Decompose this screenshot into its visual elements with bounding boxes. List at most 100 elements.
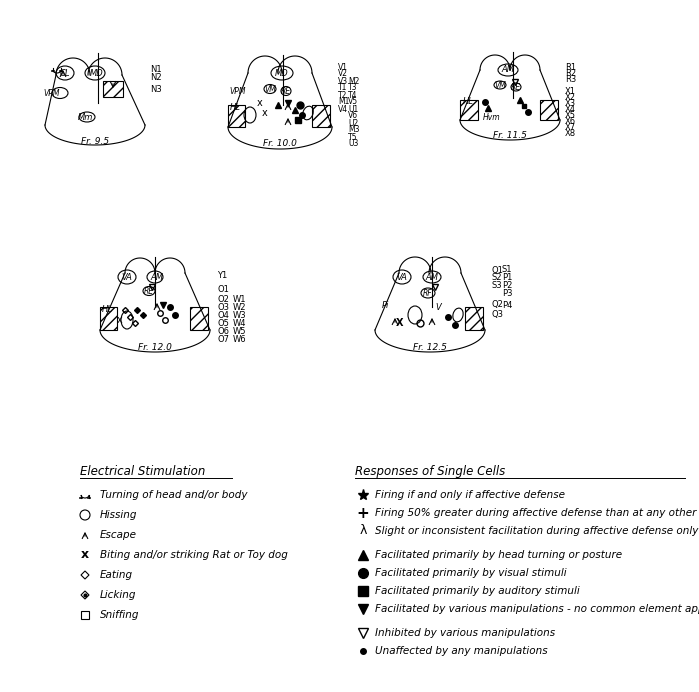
Text: Fr. 12.0: Fr. 12.0	[138, 343, 172, 352]
Text: x: x	[81, 549, 89, 561]
Text: T5: T5	[348, 132, 357, 141]
Text: X: X	[396, 318, 404, 328]
Text: M1: M1	[338, 98, 350, 107]
Text: RE: RE	[281, 86, 291, 95]
Text: VA: VA	[396, 273, 408, 282]
Text: V: V	[435, 302, 441, 311]
Text: x: x	[262, 108, 268, 118]
Text: M2: M2	[348, 77, 359, 86]
Text: V2: V2	[338, 69, 348, 78]
Text: RE: RE	[511, 82, 521, 91]
Text: S1: S1	[502, 266, 512, 275]
Text: Unaffected by any manipulations: Unaffected by any manipulations	[375, 646, 547, 656]
Text: Facilitated primarily by head turning or posture: Facilitated primarily by head turning or…	[375, 550, 622, 560]
Text: W3: W3	[233, 311, 247, 320]
Text: MD: MD	[90, 69, 104, 78]
Polygon shape	[103, 81, 123, 97]
Text: V6: V6	[348, 111, 358, 120]
Text: Q1: Q1	[492, 266, 504, 275]
Text: T2: T2	[338, 91, 347, 100]
Text: X7: X7	[565, 123, 576, 132]
Text: Fr. 10.0: Fr. 10.0	[263, 138, 297, 147]
Text: W5: W5	[233, 327, 247, 336]
Text: O2: O2	[217, 295, 229, 304]
Text: O6: O6	[217, 327, 229, 336]
Text: Hvm: Hvm	[483, 113, 500, 122]
Text: X3: X3	[565, 100, 576, 109]
Text: VPM: VPM	[44, 89, 60, 98]
Text: VA: VA	[122, 273, 132, 282]
Text: X1: X1	[565, 87, 576, 96]
Text: V3: V3	[338, 77, 348, 86]
Bar	[81, 611, 89, 619]
Text: R1: R1	[565, 64, 576, 73]
Text: AM: AM	[150, 273, 164, 282]
Text: X4: X4	[565, 105, 576, 114]
Text: O4: O4	[217, 311, 229, 320]
Polygon shape	[460, 100, 478, 120]
Text: W2: W2	[233, 304, 247, 313]
Text: VM: VM	[494, 80, 506, 89]
Text: Inhibited by various manipulations: Inhibited by various manipulations	[375, 628, 555, 638]
Text: AM: AM	[426, 273, 438, 282]
Polygon shape	[312, 105, 330, 127]
Text: X2: X2	[565, 93, 576, 102]
Text: W4: W4	[233, 320, 247, 329]
Text: Sniffing: Sniffing	[100, 610, 140, 620]
Polygon shape	[190, 307, 208, 330]
Text: Biting and/or striking Rat or Toy dog: Biting and/or striking Rat or Toy dog	[100, 550, 288, 560]
Text: U1: U1	[348, 104, 359, 113]
Text: HL: HL	[101, 304, 113, 313]
Text: RF: RF	[423, 289, 433, 298]
Text: M3: M3	[348, 125, 359, 134]
Text: X8: X8	[565, 129, 576, 138]
Text: R2: R2	[565, 69, 576, 78]
Text: X6: X6	[565, 118, 576, 127]
Text: P2: P2	[502, 282, 512, 291]
Text: V1: V1	[338, 62, 348, 71]
Text: MD: MD	[275, 69, 289, 78]
Text: O3: O3	[217, 304, 229, 313]
Text: RE: RE	[144, 286, 154, 295]
Text: Firing if and only if affective defense: Firing if and only if affective defense	[375, 490, 565, 500]
Text: T3: T3	[348, 84, 357, 93]
Text: Facilitated by various manipulations - no common element apparent: Facilitated by various manipulations - n…	[375, 604, 699, 614]
Text: Y1: Y1	[217, 271, 227, 280]
Text: Eating: Eating	[100, 570, 133, 580]
Text: Q2: Q2	[492, 300, 504, 309]
Text: O1: O1	[217, 286, 229, 295]
Text: Facilitated primarily by auditory stimuli: Facilitated primarily by auditory stimul…	[375, 586, 579, 596]
Text: T4: T4	[348, 91, 357, 100]
Text: Responses of Single Cells: Responses of Single Cells	[355, 465, 505, 478]
Text: P3: P3	[502, 289, 512, 298]
Polygon shape	[100, 307, 117, 330]
Text: Licking: Licking	[100, 590, 136, 600]
Text: R3: R3	[565, 75, 576, 84]
Text: S3: S3	[492, 282, 503, 291]
Text: Firing 50% greater during affective defense than at any other time: Firing 50% greater during affective defe…	[375, 508, 699, 518]
Text: Fr. 12.5: Fr. 12.5	[413, 343, 447, 352]
Text: AM: AM	[501, 66, 514, 75]
Text: Facilitated primarily by visual stimuli: Facilitated primarily by visual stimuli	[375, 568, 567, 578]
Text: N2: N2	[150, 73, 161, 82]
Polygon shape	[228, 105, 245, 127]
Polygon shape	[465, 307, 483, 330]
Polygon shape	[540, 100, 558, 120]
Text: N3: N3	[150, 86, 161, 95]
Text: x: x	[117, 315, 123, 325]
Text: O7: O7	[217, 336, 229, 345]
Text: V5: V5	[348, 98, 358, 107]
Text: U2: U2	[348, 118, 359, 127]
Text: Escape: Escape	[100, 530, 137, 540]
Text: Fr. 11.5: Fr. 11.5	[493, 131, 527, 140]
Text: V4: V4	[338, 104, 348, 113]
Text: N1: N1	[150, 66, 161, 75]
Text: VM: VM	[264, 84, 276, 93]
Text: U3: U3	[348, 140, 359, 149]
Text: x: x	[257, 98, 263, 108]
Text: Electrical Stimulation: Electrical Stimulation	[80, 465, 206, 478]
Text: O5: O5	[217, 320, 229, 329]
Text: VPM: VPM	[230, 86, 246, 95]
Text: Hissing: Hissing	[100, 510, 138, 520]
Text: T1: T1	[338, 84, 347, 93]
